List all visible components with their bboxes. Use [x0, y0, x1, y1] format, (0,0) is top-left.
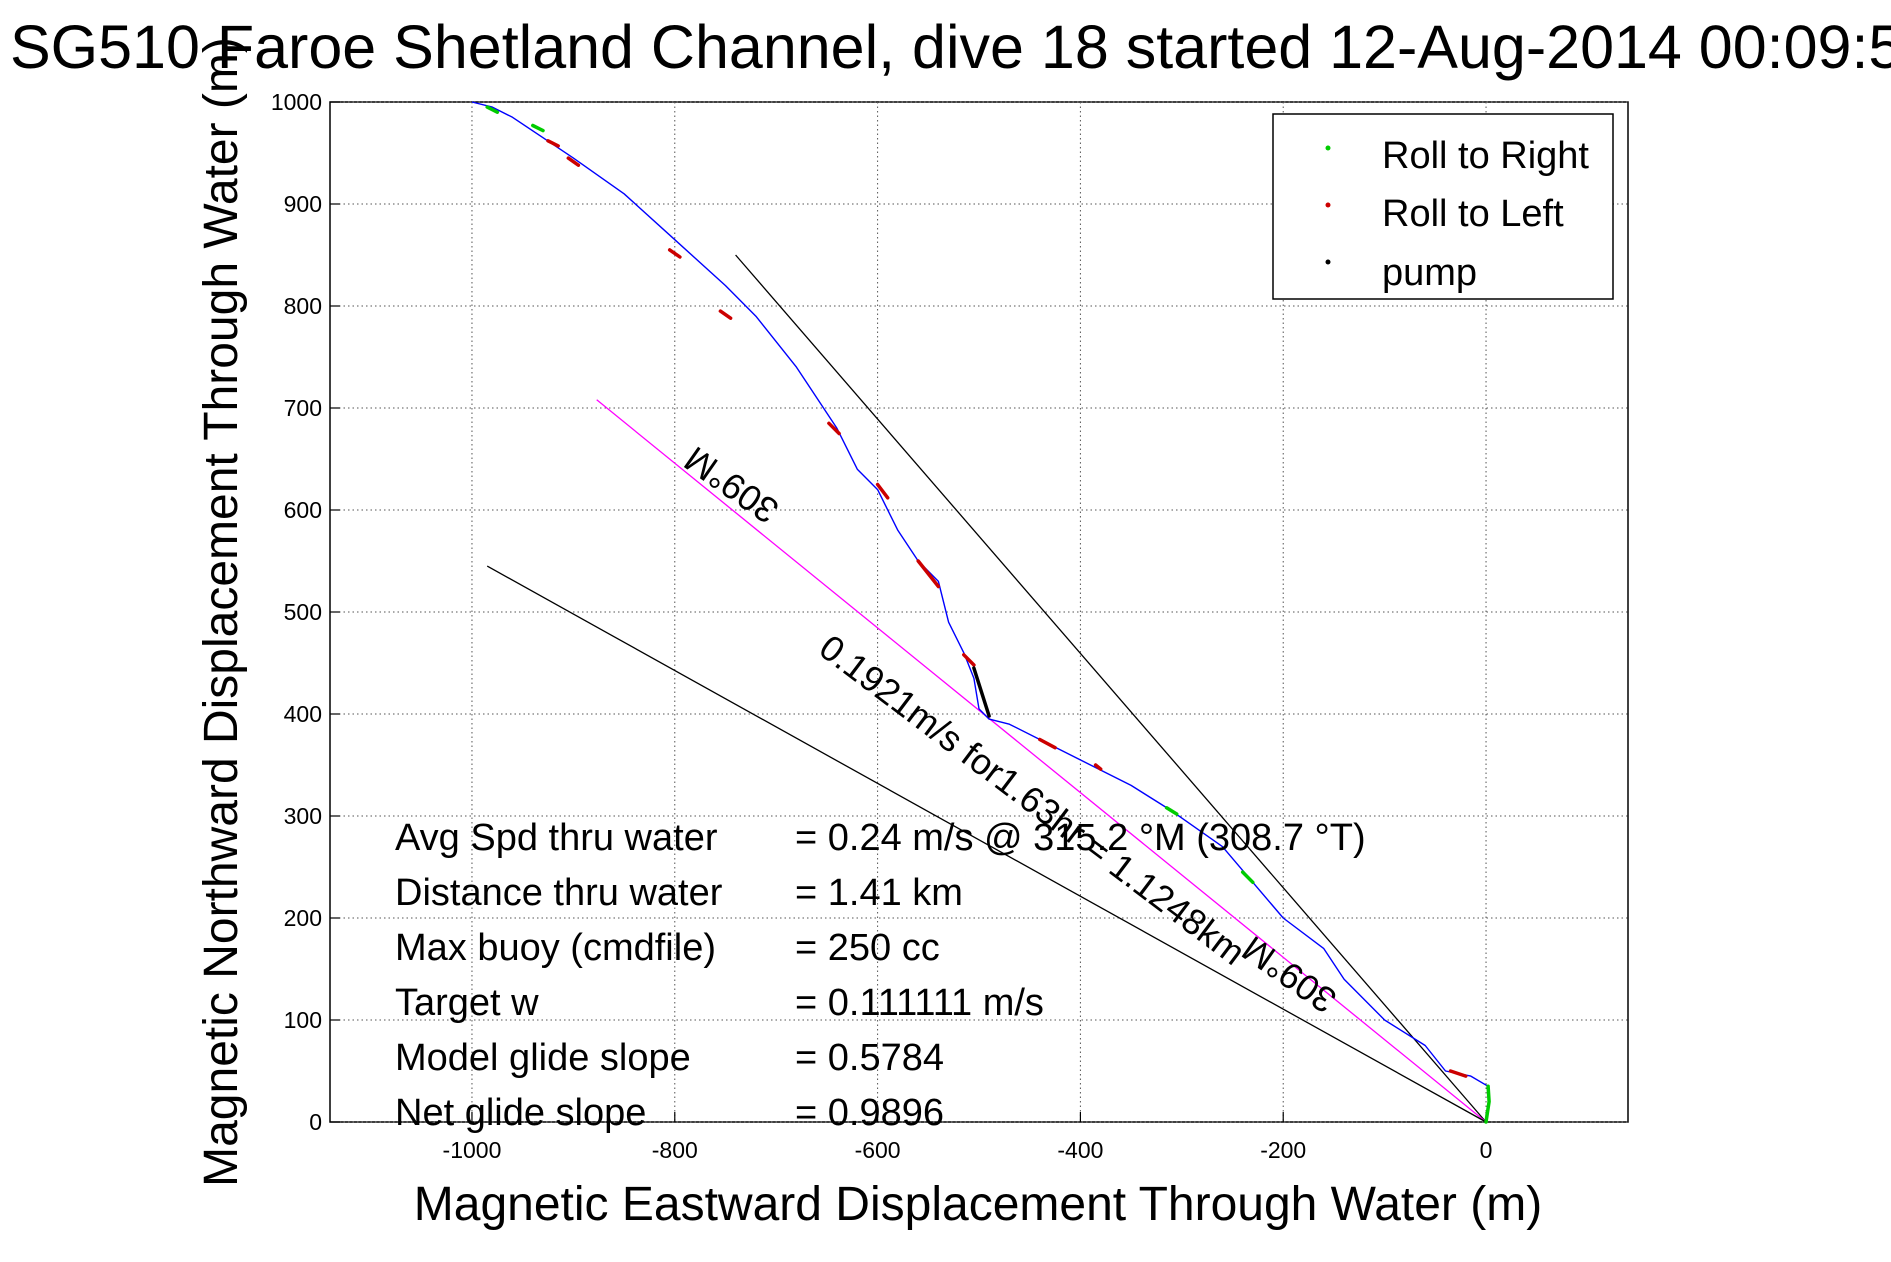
stat-label: Distance thru water	[395, 872, 723, 914]
roll-left-segment	[1038, 737, 1057, 750]
x-axis-label: Magnetic Eastward Displacement Through W…	[414, 1178, 1542, 1231]
y-tick-label: 100	[284, 1007, 322, 1033]
roll-left-segment	[827, 421, 841, 436]
roll-left-segment	[916, 559, 941, 589]
roll-left-segment	[718, 309, 733, 320]
stat-value: = 250 cc	[795, 927, 940, 969]
roll-right-segment	[1484, 1084, 1491, 1124]
chart-title: SG510 Faroe Shetland Channel, dive 18 st…	[10, 13, 1891, 81]
legend: Roll to Right Roll to Left pump	[1272, 113, 1614, 300]
y-tick-label: 1000	[271, 89, 322, 115]
stat-label: Max buoy (cmdfile)	[395, 927, 716, 969]
stat-value: = 0.9896	[795, 1092, 944, 1134]
dive-statistics: Avg Spd thru water = 0.24 m/s @ 315.2 °M …	[395, 817, 1366, 1134]
stat-label: Avg Spd thru water	[395, 817, 718, 859]
roll-left-segment	[1448, 1069, 1468, 1078]
y-axis-label: Magnetic Northward Displacement Through …	[195, 37, 248, 1187]
roll-left-segment	[875, 482, 890, 500]
axis-ticks: -1000 -800 -600 -400 -200 0 0 100 200 300 400 500 60…	[271, 89, 1493, 1163]
legend-label-pump: pump	[1382, 252, 1477, 294]
legend-marker-pump	[1325, 259, 1331, 265]
grid	[330, 101, 1628, 1123]
roll-left-segment	[1093, 763, 1103, 771]
stat-value: = 0.111111 m/s	[795, 982, 1044, 1024]
legend-label-roll-left: Roll to Left	[1382, 193, 1564, 235]
y-tick-label: 900	[284, 191, 322, 217]
y-tick-label: 0	[309, 1109, 322, 1135]
heading-line	[596, 399, 1487, 1123]
x-tick-label: -1000	[443, 1137, 502, 1163]
track-line	[471, 101, 1490, 1123]
y-tick-label: 600	[284, 497, 322, 523]
y-tick-label: 700	[284, 395, 322, 421]
glider-track	[471, 101, 1490, 1123]
pump-segment	[972, 666, 991, 718]
stat-label: Net glide slope	[395, 1092, 646, 1134]
stat-label: Target w	[395, 982, 539, 1024]
x-tick-label: -400	[1057, 1137, 1103, 1163]
y-tick-label: 800	[284, 293, 322, 319]
stat-label: Model glide slope	[395, 1037, 691, 1079]
y-tick-label: 300	[284, 803, 322, 829]
roll-right-segment	[1164, 806, 1179, 816]
roll-left-segment	[546, 139, 560, 148]
roll-right-segment	[531, 123, 545, 133]
stat-value: = 0.24 m/s @ 315.2 °M (308.7 °T)	[795, 817, 1366, 859]
y-tick-label: 400	[284, 701, 322, 727]
stat-value: = 1.41 km	[795, 872, 963, 914]
roll-left-segment	[962, 653, 976, 667]
roll-left-segment	[667, 248, 682, 259]
heading-lines	[486, 254, 1487, 1123]
stat-value: = 0.5784	[795, 1037, 944, 1079]
heading-line	[735, 254, 1487, 1123]
roll-left-segment	[566, 156, 581, 167]
x-tick-label: -800	[652, 1137, 698, 1163]
heading-line	[486, 565, 1487, 1123]
x-tick-label: -200	[1260, 1137, 1306, 1163]
y-tick-label: 200	[284, 905, 322, 931]
roll-right-segment	[485, 105, 500, 114]
legend-marker-roll-left	[1325, 202, 1331, 208]
roll-right-segment	[1240, 870, 1255, 885]
y-tick-label: 500	[284, 599, 322, 625]
x-tick-label: 0	[1480, 1137, 1493, 1163]
legend-label-roll-right: Roll to Right	[1382, 135, 1589, 177]
legend-marker-roll-right	[1325, 145, 1331, 151]
roll-pump-markers	[485, 105, 1491, 1124]
x-tick-label: -600	[855, 1137, 901, 1163]
